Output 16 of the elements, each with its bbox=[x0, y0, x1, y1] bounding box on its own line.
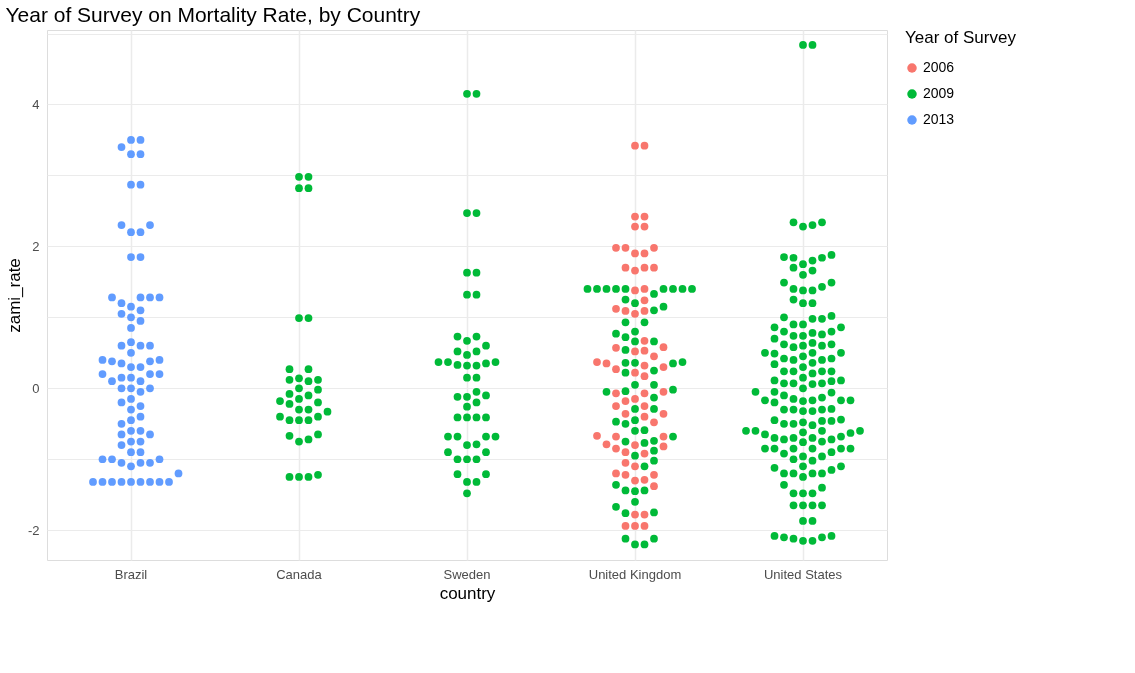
x-tick-label: United Kingdom bbox=[588, 566, 682, 582]
y-axis-title: zami_rate bbox=[4, 258, 24, 333]
y-tick-label: 0 bbox=[32, 380, 40, 396]
legend-label: 2006 bbox=[923, 59, 955, 75]
chart-title: Year of Survey on Mortality Rate, by Country bbox=[5, 3, 421, 26]
y-tick-label: 4 bbox=[32, 97, 40, 112]
x-tick-label: United States bbox=[763, 566, 843, 582]
legend-title: Year of Survey bbox=[905, 28, 1017, 47]
x-tick-label: Brazil bbox=[114, 566, 148, 582]
x-tick-label: Sweden bbox=[443, 566, 491, 582]
x-axis-title: country bbox=[439, 583, 496, 603]
y-tick-label: -2 bbox=[27, 522, 40, 538]
legend-label: 2013 bbox=[923, 111, 955, 127]
y-tick-label: 2 bbox=[32, 238, 40, 254]
x-tick-label: Canada bbox=[276, 566, 323, 582]
legend-label: 2009 bbox=[923, 85, 955, 101]
